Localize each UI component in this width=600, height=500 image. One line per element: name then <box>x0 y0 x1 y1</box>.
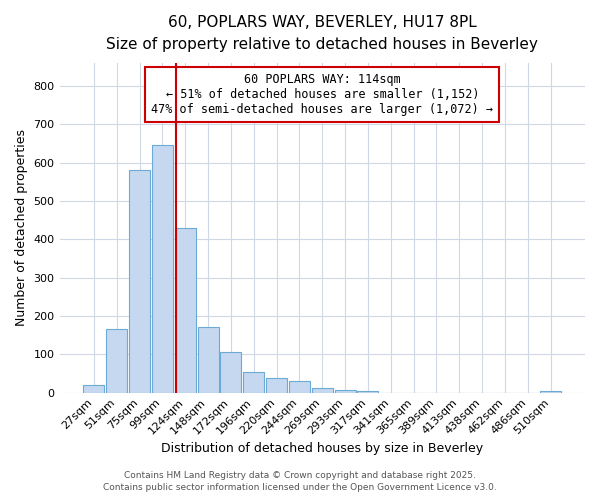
Text: 60 POPLARS WAY: 114sqm
← 51% of detached houses are smaller (1,152)
47% of semi-: 60 POPLARS WAY: 114sqm ← 51% of detached… <box>151 73 493 116</box>
Bar <box>220 352 241 393</box>
Bar <box>335 390 356 392</box>
Bar <box>358 390 379 392</box>
Bar <box>540 390 561 392</box>
Bar <box>312 388 333 392</box>
Bar <box>175 228 196 392</box>
Bar <box>266 378 287 392</box>
Y-axis label: Number of detached properties: Number of detached properties <box>15 130 28 326</box>
X-axis label: Distribution of detached houses by size in Beverley: Distribution of detached houses by size … <box>161 442 484 455</box>
Bar <box>129 170 150 392</box>
Bar <box>243 372 264 392</box>
Text: Contains HM Land Registry data © Crown copyright and database right 2025.
Contai: Contains HM Land Registry data © Crown c… <box>103 471 497 492</box>
Bar <box>83 385 104 392</box>
Bar <box>197 328 218 392</box>
Bar <box>106 330 127 392</box>
Title: 60, POPLARS WAY, BEVERLEY, HU17 8PL
Size of property relative to detached houses: 60, POPLARS WAY, BEVERLEY, HU17 8PL Size… <box>106 15 538 52</box>
Bar <box>152 146 173 392</box>
Bar <box>289 381 310 392</box>
